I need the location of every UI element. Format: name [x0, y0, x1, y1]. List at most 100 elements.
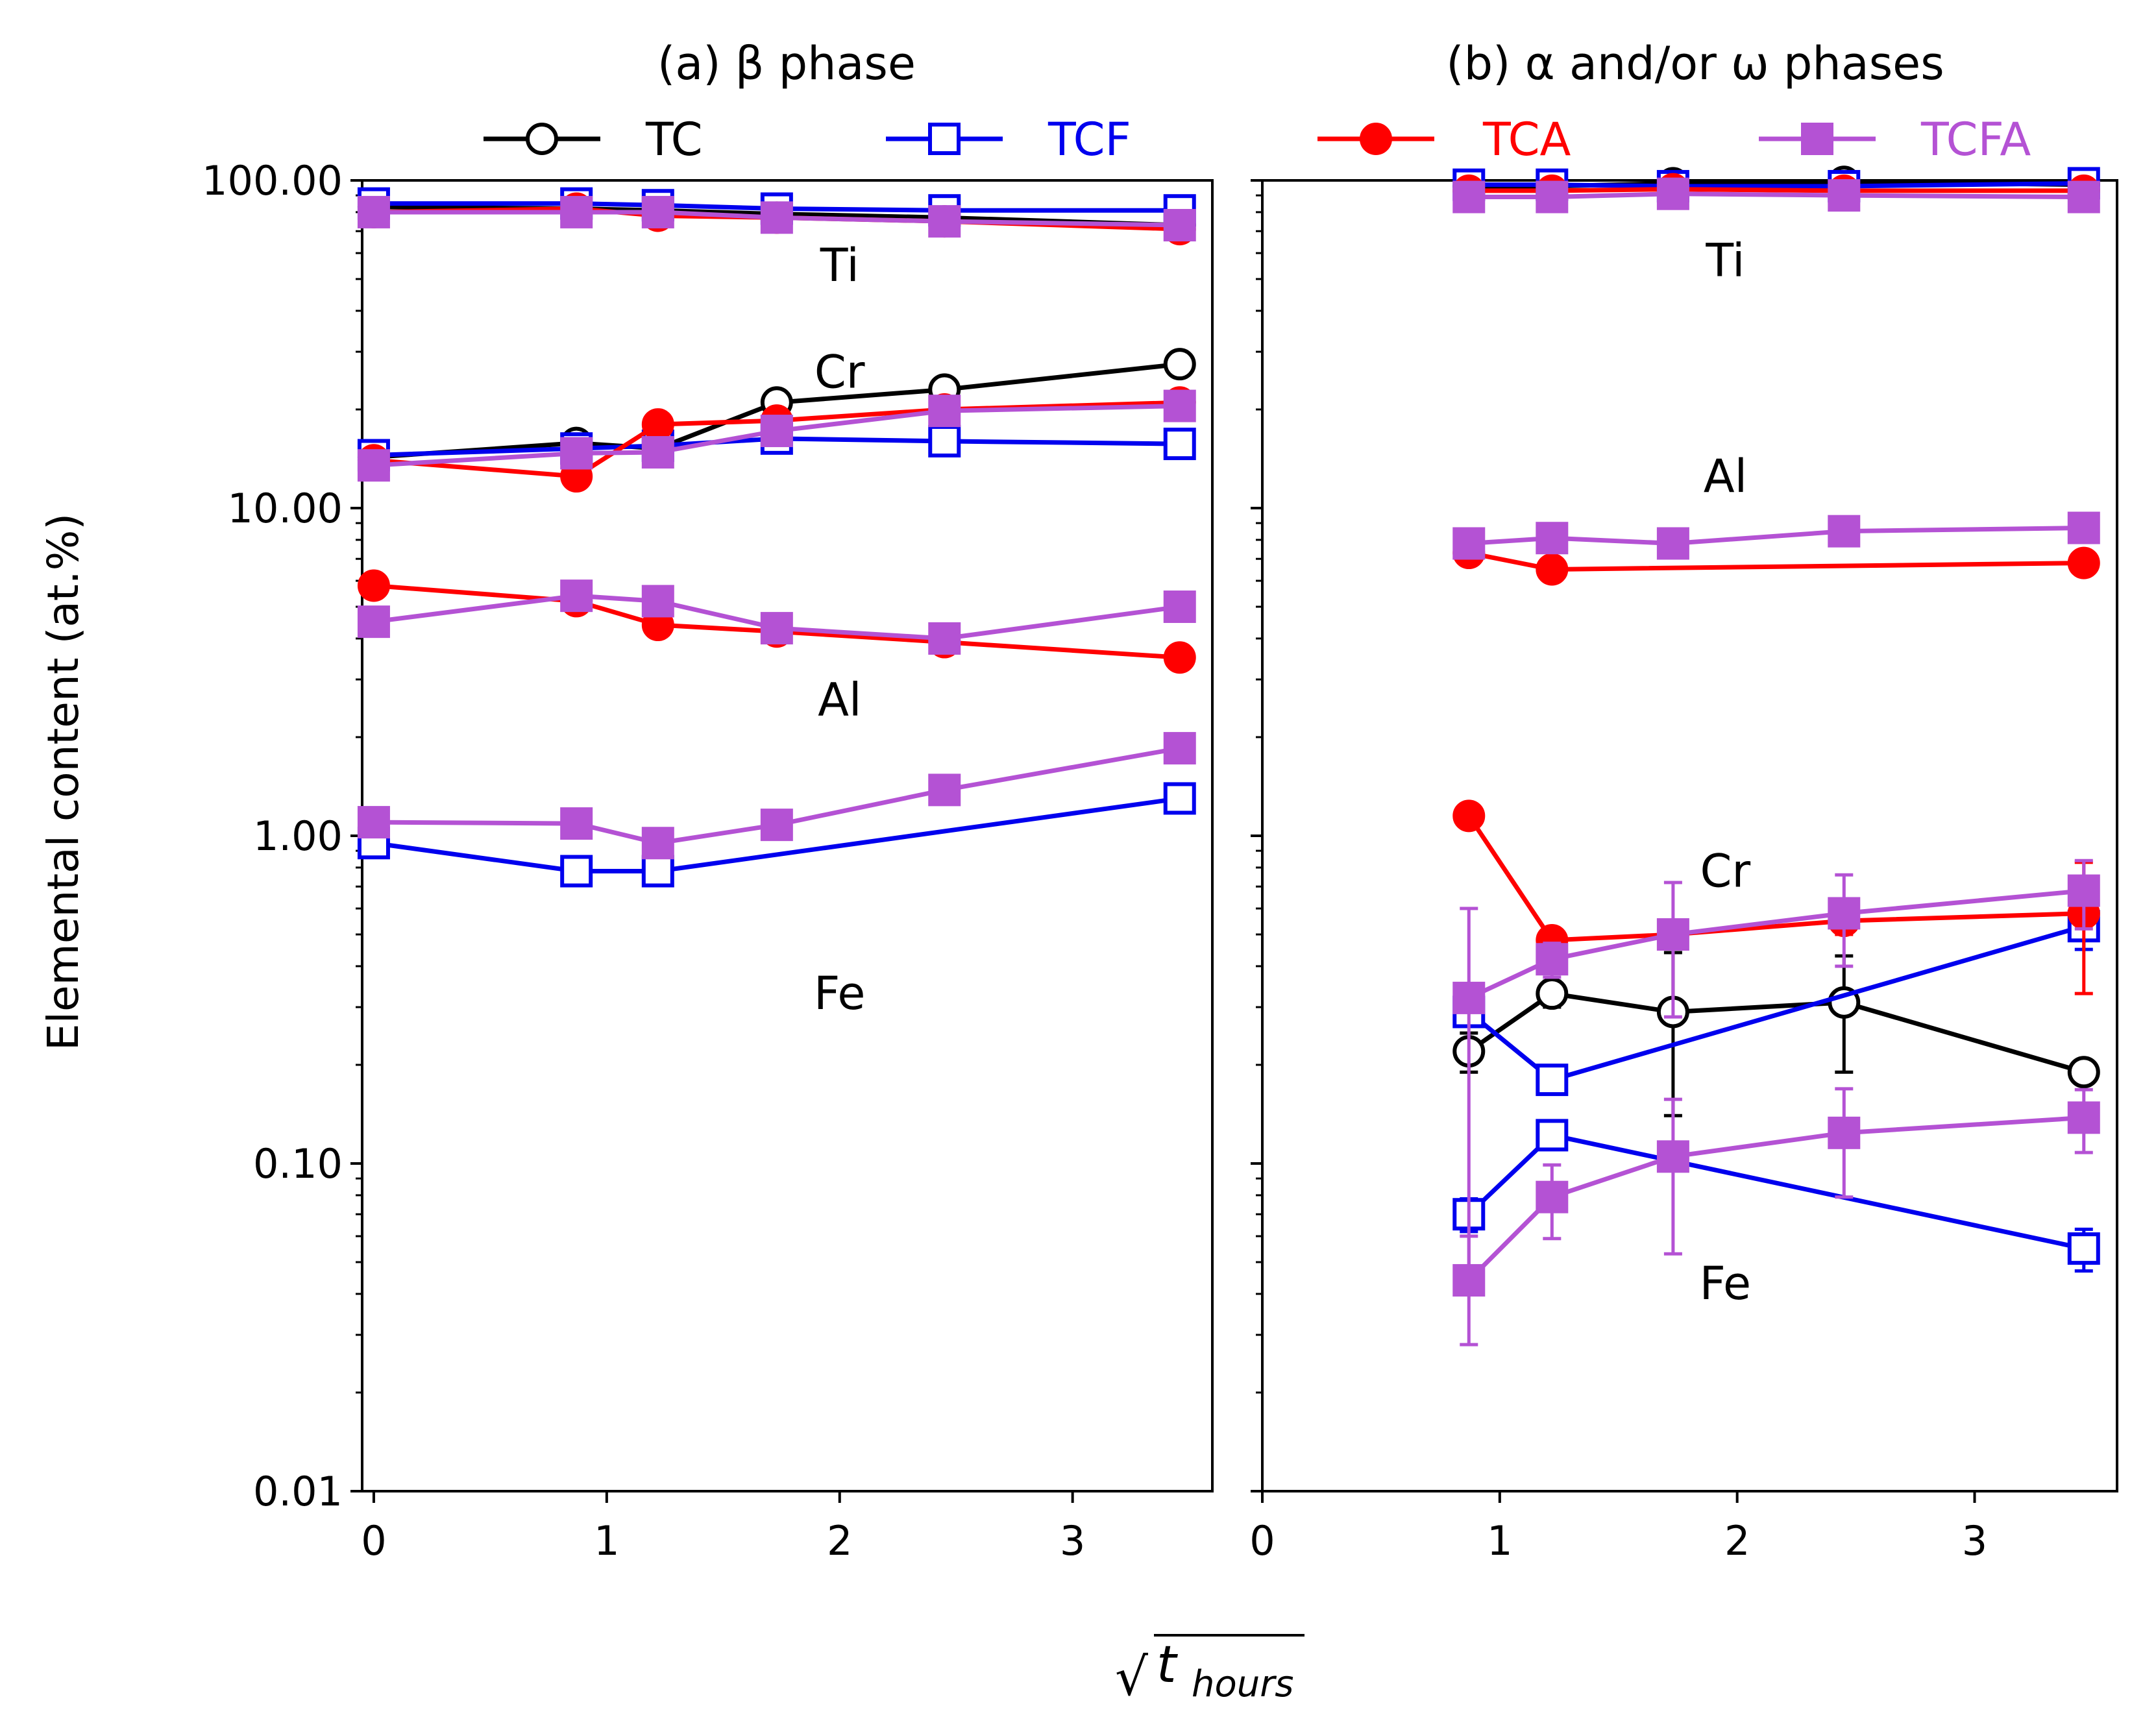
legend-item-tc: TC: [484, 113, 703, 166]
x-tick-label: 1: [594, 1517, 619, 1565]
data-point: [357, 605, 390, 639]
data-point: [1452, 799, 1486, 833]
x-tick-label: 3: [1962, 1517, 1987, 1565]
data-point: [928, 424, 961, 457]
series-line: [373, 796, 1181, 873]
data-point: [357, 195, 390, 228]
element-annotation-al: Al: [818, 673, 861, 726]
data-point: [928, 622, 961, 655]
y-tick-label: 10.00: [228, 485, 343, 532]
x-axis-label-sub: hours: [1192, 1663, 1293, 1705]
series-tcf-fe: [357, 782, 1196, 888]
element-annotation-cr: Cr: [815, 345, 865, 398]
data-point: [560, 437, 593, 470]
series-tcfa-cr: [357, 389, 1196, 482]
data-point: [760, 809, 793, 842]
element-annotation-fe: Fe: [1700, 1257, 1752, 1310]
series-tcfa-al: [357, 579, 1196, 655]
panel-b-title: (b) α and/or ω phases: [1446, 37, 1944, 90]
element-annotation-ti: Ti: [1705, 234, 1745, 287]
x-tick-label: 3: [1060, 1517, 1085, 1565]
series-tcfa-al: [1452, 511, 2100, 560]
series-line: [373, 404, 1180, 468]
legend-item-tcf: TCF: [886, 113, 1131, 166]
panel-a: 0.01 0.10 1.00 10.00 100.00 0 1 2 3 Ti Cr Al Fe: [202, 157, 1214, 1565]
series-line: [373, 361, 1181, 460]
legend-marker-tcf: [928, 123, 961, 155]
legend-label-tcf: TCF: [1047, 113, 1131, 166]
data-point: [2067, 546, 2100, 579]
y-axis-label: Elemental content (at.%): [38, 513, 88, 1051]
data-point: [760, 415, 793, 448]
data-point: [641, 195, 674, 228]
data-point: [560, 579, 593, 613]
y-tick-label: 0.01: [253, 1468, 343, 1515]
data-point: [760, 612, 793, 645]
element-annotation-ti: Ti: [820, 239, 859, 292]
x-tick-label: 0: [1249, 1517, 1275, 1565]
series-tcfa-fe: [1452, 1087, 2100, 1346]
data-point: [1452, 180, 1486, 213]
series-tcfa-ti: [357, 195, 1196, 242]
series-layer-1: [357, 187, 1196, 888]
series-line: [373, 210, 1180, 228]
x-axis-label-base: t: [1157, 1636, 1178, 1694]
data-point: [2067, 180, 2100, 213]
data-point: [1163, 389, 1196, 422]
x-axis-label: √ t hours: [1115, 1634, 1305, 1707]
data-point: [928, 395, 961, 428]
x-tick-label: 1: [1487, 1517, 1512, 1565]
data-point: [1163, 782, 1196, 815]
data-point: [1656, 527, 1689, 560]
data-point: [1163, 591, 1196, 624]
data-point: [1536, 1119, 1569, 1152]
data-point: [1163, 428, 1196, 461]
data-point: [641, 855, 674, 888]
element-annotation-al: Al: [1704, 450, 1747, 503]
data-point: [1828, 179, 1861, 212]
legend-label-tca: TCA: [1482, 113, 1571, 166]
element-annotation-fe: Fe: [814, 967, 866, 1020]
data-point: [641, 585, 674, 618]
data-point: [1828, 515, 1861, 548]
series-layer-2: [1452, 165, 2100, 1346]
data-point: [1163, 209, 1196, 242]
series-tcfa-ti: [1452, 177, 2100, 213]
data-point: [2067, 1056, 2100, 1089]
legend-marker-tca: [1360, 123, 1392, 155]
series-line: [373, 593, 1181, 641]
data-point: [1536, 1180, 1569, 1213]
data-point: [2067, 511, 2100, 544]
data-point: [560, 195, 593, 228]
data-point: [2067, 1101, 2100, 1134]
data-point: [1452, 527, 1486, 560]
y-tick-label: 0.10: [253, 1140, 343, 1187]
data-point: [1536, 522, 1569, 555]
data-point: [928, 773, 961, 807]
data-point: [560, 807, 593, 840]
data-point: [1536, 943, 1569, 976]
data-point: [1536, 553, 1569, 586]
panel-b: 0 1 2 3 Ti Al Cr Fe: [1249, 165, 2118, 1565]
legend: TC TCF TCA TCFA: [484, 113, 2031, 166]
x-tick-label: 2: [827, 1517, 852, 1565]
data-point: [928, 205, 961, 238]
x-tick-label: 2: [1724, 1517, 1750, 1565]
data-point: [2067, 874, 2100, 907]
data-point: [1163, 732, 1196, 765]
data-point: [357, 569, 390, 602]
series-tcfa-cr: [1452, 858, 2100, 1296]
legend-item-tcfa: TCFA: [1759, 113, 2031, 166]
data-point: [1163, 641, 1196, 674]
data-point: [760, 201, 793, 234]
data-point: [1536, 180, 1569, 213]
series-tcfa-fe: [357, 732, 1196, 860]
y-tick-label: 1.00: [253, 812, 343, 860]
data-point: [1656, 1140, 1689, 1173]
data-point: [1452, 1264, 1486, 1297]
data-point: [641, 436, 674, 469]
legend-marker-tc: [526, 123, 558, 155]
data-point: [1828, 1116, 1861, 1149]
y-tick-label: 100.00: [202, 157, 343, 204]
